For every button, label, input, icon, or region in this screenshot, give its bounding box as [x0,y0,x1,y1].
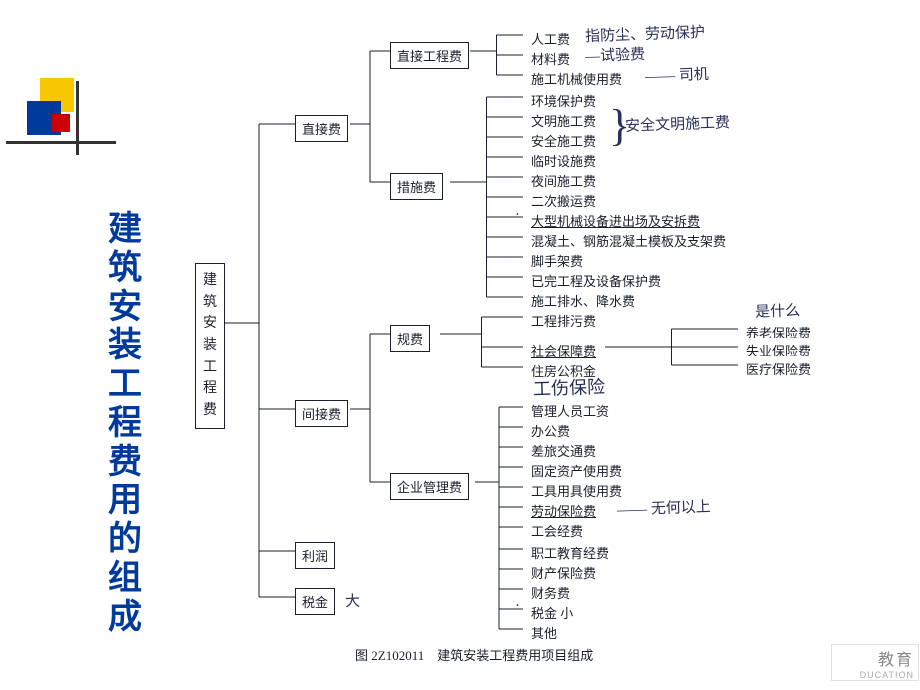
tree-node: 医疗保险费 [740,356,817,381]
handwritten-note: 是什么 [755,299,801,322]
title-char: 筑 [100,249,150,288]
tree-node: 建筑安装工程费 [195,263,225,429]
title-char: 建 [100,210,150,249]
tree-node: 规费 [390,325,430,352]
handwritten-note: —— 司机 [645,63,709,86]
handwritten-note: · [515,598,521,615]
watermark-stamp: 教育 DUCATION [832,645,918,680]
handwritten-note: ―― 无何以上 [617,495,711,519]
title-char: 装 [100,326,150,365]
handwritten-note: · [515,207,521,224]
tree-node: 企业管理费 [390,473,469,500]
diagram: 建筑安装工程费直接费间接费利润税金直接工程费措施费规费企业管理费人工费材料费施工… [165,0,920,690]
handwritten-note: —试验费 [585,43,646,66]
tree-node: 直接费 [295,115,348,142]
tree-node: 其他 [525,620,563,645]
title-char: 程 [100,404,150,443]
tree-node: 直接工程费 [390,42,469,69]
tree-node: 间接费 [295,400,348,427]
handwritten-note: 安全文明施工费 [625,111,731,136]
title-char: 的 [100,520,150,559]
tree-node: 工程排污费 [525,308,602,333]
title-char: 组 [100,559,150,598]
title-char: 工 [100,365,150,404]
stamp-line-2: DUCATION [860,670,914,680]
handwritten-note: 工伤保险 [533,373,606,401]
handwritten-note: 指防尘、劳动保护 [585,21,706,46]
tree-node: 税金 [295,588,335,615]
tree-node: 措施费 [390,173,443,200]
title-char: 成 [100,598,150,637]
handwritten-note: } [609,100,630,151]
vertical-title: 建筑安装工程费用的组成 [100,210,150,636]
title-char: 用 [100,481,150,520]
title-char: 安 [100,288,150,327]
handwritten-note: 大 [345,590,361,612]
corner-decoration [6,78,116,158]
stamp-line-1: 教育 [878,646,914,670]
title-char: 费 [100,443,150,482]
figure-caption: 图 2Z102011 建筑安装工程费用项目组成 [355,645,593,664]
tree-node: 利润 [295,542,335,569]
